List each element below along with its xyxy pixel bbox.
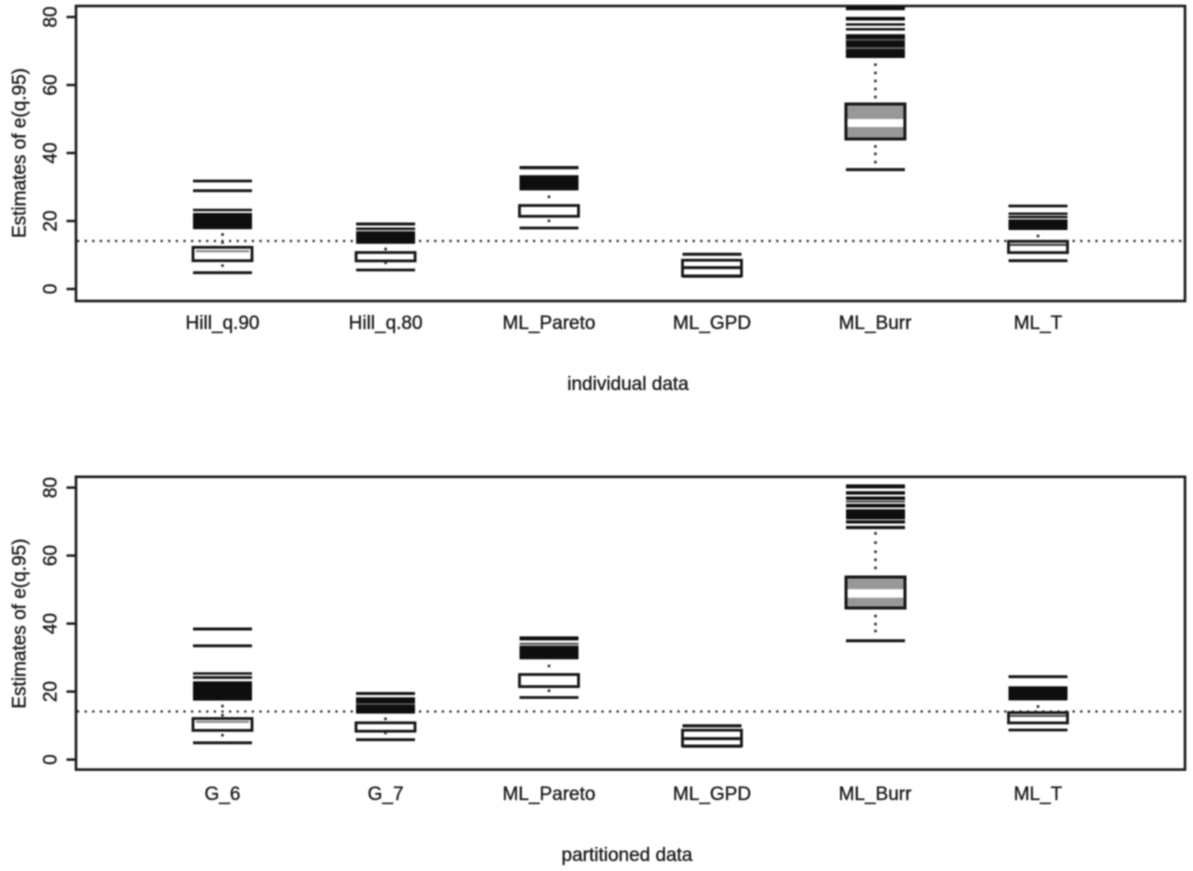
svg-text:ML_Burr: ML_Burr xyxy=(839,784,913,805)
svg-text:ML_Pareto: ML_Pareto xyxy=(503,313,596,334)
svg-text:ML_Burr: ML_Burr xyxy=(839,313,913,334)
svg-text:partitioned data: partitioned data xyxy=(562,845,693,866)
svg-text:Hill_q.90: Hill_q.90 xyxy=(186,313,260,334)
svg-text:60: 60 xyxy=(41,545,62,566)
svg-text:20: 20 xyxy=(41,681,62,702)
svg-text:40: 40 xyxy=(41,142,62,163)
svg-text:G_7: G_7 xyxy=(368,784,404,805)
svg-text:60: 60 xyxy=(41,74,62,95)
svg-text:80: 80 xyxy=(41,477,62,498)
svg-text:Estimates of e(q.95): Estimates of e(q.95) xyxy=(10,539,31,709)
svg-text:ML_T: ML_T xyxy=(1014,313,1063,334)
svg-text:G_6: G_6 xyxy=(205,784,241,805)
svg-text:20: 20 xyxy=(41,210,62,231)
svg-text:0: 0 xyxy=(41,284,62,295)
svg-text:ML_T: ML_T xyxy=(1014,784,1063,805)
svg-text:ML_Pareto: ML_Pareto xyxy=(503,784,596,805)
svg-text:Hill_q.80: Hill_q.80 xyxy=(349,313,423,334)
svg-text:individual data: individual data xyxy=(567,374,689,395)
svg-text:80: 80 xyxy=(41,6,62,27)
svg-text:40: 40 xyxy=(41,613,62,634)
svg-text:0: 0 xyxy=(41,754,62,765)
svg-text:Estimates of e(q.95): Estimates of e(q.95) xyxy=(10,68,31,238)
svg-text:ML_GPD: ML_GPD xyxy=(673,313,751,334)
svg-text:ML_GPD: ML_GPD xyxy=(673,784,751,805)
